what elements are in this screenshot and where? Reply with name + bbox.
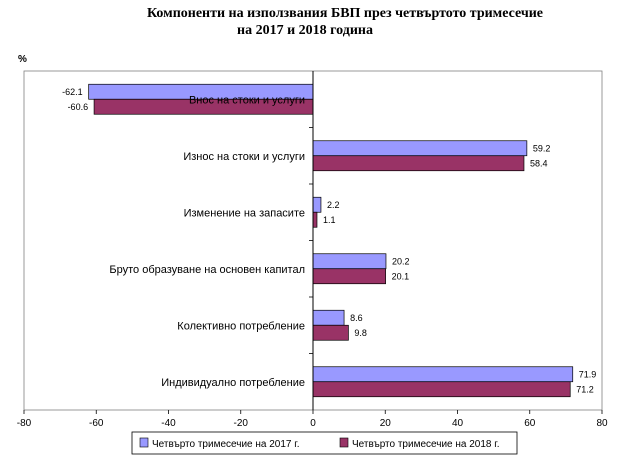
category-label-5: Колективно потребление [177,320,305,332]
value-label-series-1-1: -62.1 [62,87,83,97]
category-label-2: Износ на стоки и услуги [183,151,305,163]
x-tick-label-9: 80 [596,418,608,429]
category-label-1: Внос на стоки и услуги [189,94,305,106]
legend-label-2018: Четвърто тримесечие на 2018 г. [352,439,499,450]
bar-series-2-2 [312,155,525,172]
value-label-series-1-6: 71.9 [579,369,597,379]
bar-series-2-4 [312,268,386,285]
bar-series-1-4 [312,253,387,270]
bar-series-1-6 [312,366,574,383]
chart-title-line-1: Компоненти на използвания БВП през четвъ… [147,6,543,21]
bar-series-1-5 [312,309,345,326]
x-tick-label-5: 0 [310,418,316,429]
x-tick-label-2: -60 [89,418,104,429]
bar-series-2-6 [312,381,571,398]
value-label-series-2-6: 71.2 [576,384,594,394]
value-label-series-2-5: 9.8 [354,328,367,338]
category-label-4: Бруто образуване на основен капитал [109,264,305,276]
bar-series-1-3 [312,196,322,213]
x-tick-label-4: -20 [234,418,249,429]
value-label-series-2-3: 1.1 [323,215,336,225]
legend: Четвърто тримесечие на 2017 г. Четвърто … [131,431,518,455]
legend-swatch-2017 [139,437,149,448]
value-label-series-1-3: 2.2 [327,200,340,210]
chart-title-line-2: на 2017 и 2018 година [237,23,373,38]
x-tick-label-6: 20 [380,418,392,429]
category-label-3: Изменение на запасите [184,207,305,219]
x-tick-label-7: 40 [452,418,464,429]
legend-label-2017: Четвърто тримесечие на 2017 г. [152,439,299,450]
value-label-series-1-2: 59.2 [533,143,551,153]
x-tick-label-1: -80 [17,418,32,429]
bar-series-2-5 [312,324,349,341]
legend-swatch-2018 [339,437,349,448]
plot-area: -62.1 59.2 2.2 20.2 8.6 71.9 -60.6 58.4 1.1 20.1 9… [17,70,608,429]
value-label-series-1-4: 20.2 [392,256,410,266]
category-label-6: Индивидуално потребление [161,377,305,389]
x-tick-label-3: -40 [161,418,176,429]
value-label-series-2-2: 58.4 [530,158,548,168]
bar-series-2-3 [312,211,318,228]
x-tick-label-8: 60 [524,418,536,429]
value-label-series-1-5: 8.6 [350,313,363,323]
legend-frame [131,431,518,455]
unit-label: % [18,54,27,65]
bar-series-1-2 [312,140,528,157]
value-label-series-2-1: -60.6 [68,102,89,112]
value-label-series-2-4: 20.1 [392,271,410,281]
